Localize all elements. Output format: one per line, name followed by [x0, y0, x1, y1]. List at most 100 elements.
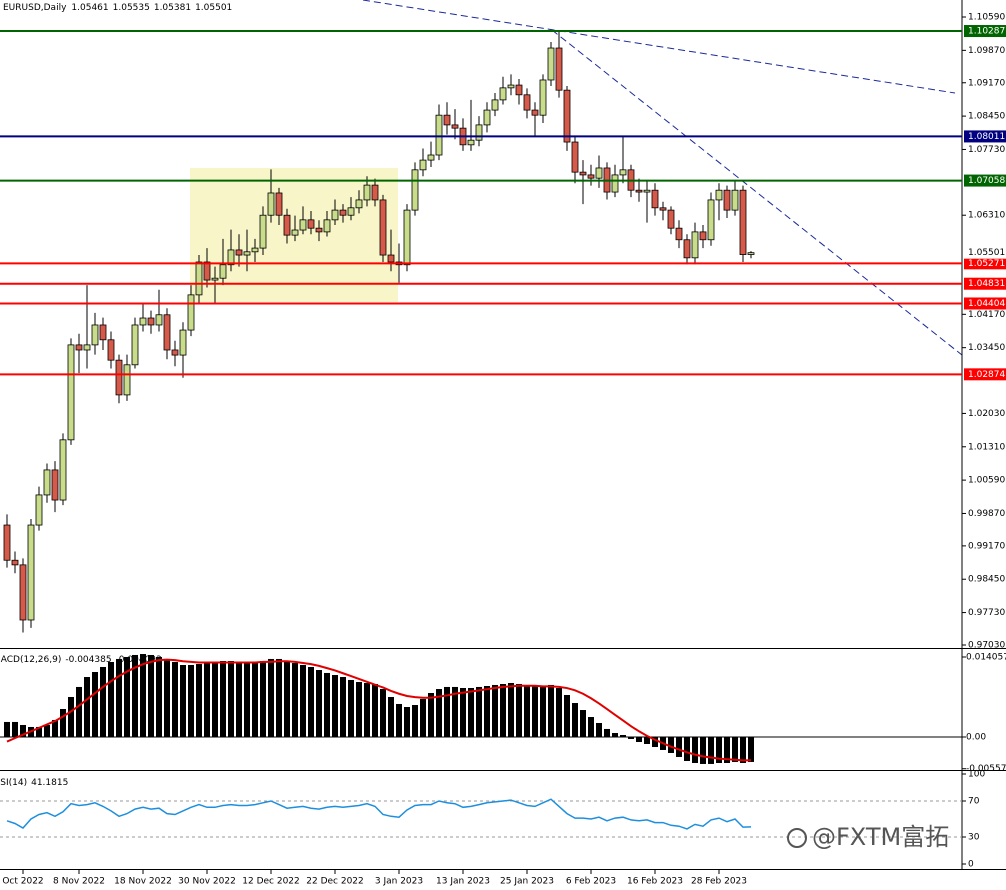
macd-bar: [692, 736, 698, 763]
y-tick-label: 1.06310: [968, 211, 1005, 221]
candle-body: [27, 524, 35, 621]
macd-bar: [364, 682, 370, 737]
candle-body: [523, 94, 531, 111]
x-tick-label: 28 Feb 2023: [691, 877, 747, 887]
x-tick-label: 25 Jan 2023: [500, 877, 554, 887]
x-tick-label: 30 Nov 2022: [178, 877, 236, 887]
x-tick-label: 22 Dec 2022: [306, 877, 364, 887]
level-label: 1.04831: [968, 279, 1005, 289]
candle-body: [515, 84, 523, 96]
macd-bar: [564, 694, 570, 737]
macd-bar: [644, 736, 650, 744]
candle-body: [195, 261, 203, 296]
macd-bar: [284, 661, 290, 737]
macd-bar: [716, 736, 722, 763]
price-label: 1.05501: [968, 248, 1005, 258]
candle-body: [371, 184, 379, 201]
macd-bar: [508, 682, 514, 737]
macd-bar: [588, 717, 594, 737]
last-high: 1.05535: [113, 3, 150, 13]
macd-bar: [412, 705, 418, 737]
candle-body: [203, 261, 211, 281]
macd-signal: [6, 658, 752, 762]
macd-bar: [340, 677, 346, 737]
macd-bar: [620, 735, 626, 737]
candle-body: [163, 314, 171, 351]
level-label: 1.02874: [968, 370, 1005, 380]
macd-bar: [444, 686, 450, 737]
macd-bar: [156, 656, 162, 737]
candle-body: [555, 47, 563, 91]
macd-bar: [404, 707, 410, 737]
candle-body: [179, 329, 187, 356]
candle-body: [571, 141, 579, 173]
candle-body: [83, 344, 91, 351]
candle-body: [579, 171, 587, 176]
candle-body: [299, 219, 307, 231]
level-label-box: [964, 130, 1006, 143]
macd-bar: [36, 726, 42, 737]
candle-body: [211, 277, 219, 281]
macd-bar: [196, 663, 202, 737]
candle-body: [507, 84, 515, 89]
level-label-box: [964, 297, 1006, 310]
last-low: 1.05381: [154, 3, 191, 13]
candle-body: [739, 189, 747, 255]
macd-bar: [604, 728, 610, 737]
candle-body: [123, 364, 131, 396]
candle-body: [291, 229, 299, 236]
candle-body: [331, 209, 339, 221]
macd-bar: [316, 670, 322, 737]
level-label-box: [964, 368, 1006, 381]
candle-body: [675, 227, 683, 241]
candle-body: [11, 559, 19, 566]
y-tick-label: 0.97030: [968, 640, 1005, 650]
macd-bar: [292, 663, 298, 737]
candle-body: [483, 109, 491, 126]
rsi-tick-label: 70: [968, 797, 980, 807]
y-tick-label: 1.00590: [968, 476, 1005, 486]
candle-body: [467, 139, 475, 146]
candle-body: [411, 169, 419, 211]
symbol: EURUSD,Daily: [3, 3, 67, 13]
macd-bar: [436, 689, 442, 737]
macd-bar: [572, 703, 578, 737]
candle-body: [691, 231, 699, 259]
macd-bar: [724, 736, 730, 763]
candle-body: [491, 99, 499, 111]
macd-bar: [500, 684, 506, 737]
rsi-tick-label: 0: [968, 860, 974, 870]
last-close: 1.05501: [195, 3, 232, 13]
macd-bar: [484, 686, 490, 737]
macd-bar: [428, 693, 434, 737]
y-tick-label: 0.97730: [968, 608, 1005, 618]
macd-last: -0.004385: [65, 655, 111, 665]
macd-bar: [300, 665, 306, 737]
macd-bar: [20, 724, 26, 737]
macd-bar: [132, 654, 138, 737]
macd-bar: [276, 658, 282, 737]
candle-body: [563, 89, 571, 143]
trendline: [551, 29, 963, 356]
candle-body: [67, 344, 75, 441]
macd-bar: [468, 687, 474, 737]
candle-body: [219, 264, 227, 279]
x-tick-label: 16 Feb 2023: [627, 877, 683, 887]
candle-body: [131, 324, 139, 366]
candle-body: [235, 249, 243, 256]
rsi-tick-label: 30: [968, 833, 980, 843]
macd-bar: [516, 684, 522, 737]
candle-body: [339, 209, 347, 216]
macd-bar: [668, 736, 674, 753]
rsi-title: RSI(14) 41.1815: [0, 778, 68, 788]
macd-bar: [228, 661, 234, 737]
macd-bar: [252, 661, 258, 737]
macd-tick-label: 0.00: [966, 732, 986, 742]
macd-bar: [452, 686, 458, 737]
macd-bar: [540, 686, 546, 737]
macd-bar: [700, 736, 706, 764]
level-label-box: [964, 174, 1006, 187]
x-tick-label: 18 Nov 2022: [114, 877, 172, 887]
candle-body: [51, 469, 59, 501]
